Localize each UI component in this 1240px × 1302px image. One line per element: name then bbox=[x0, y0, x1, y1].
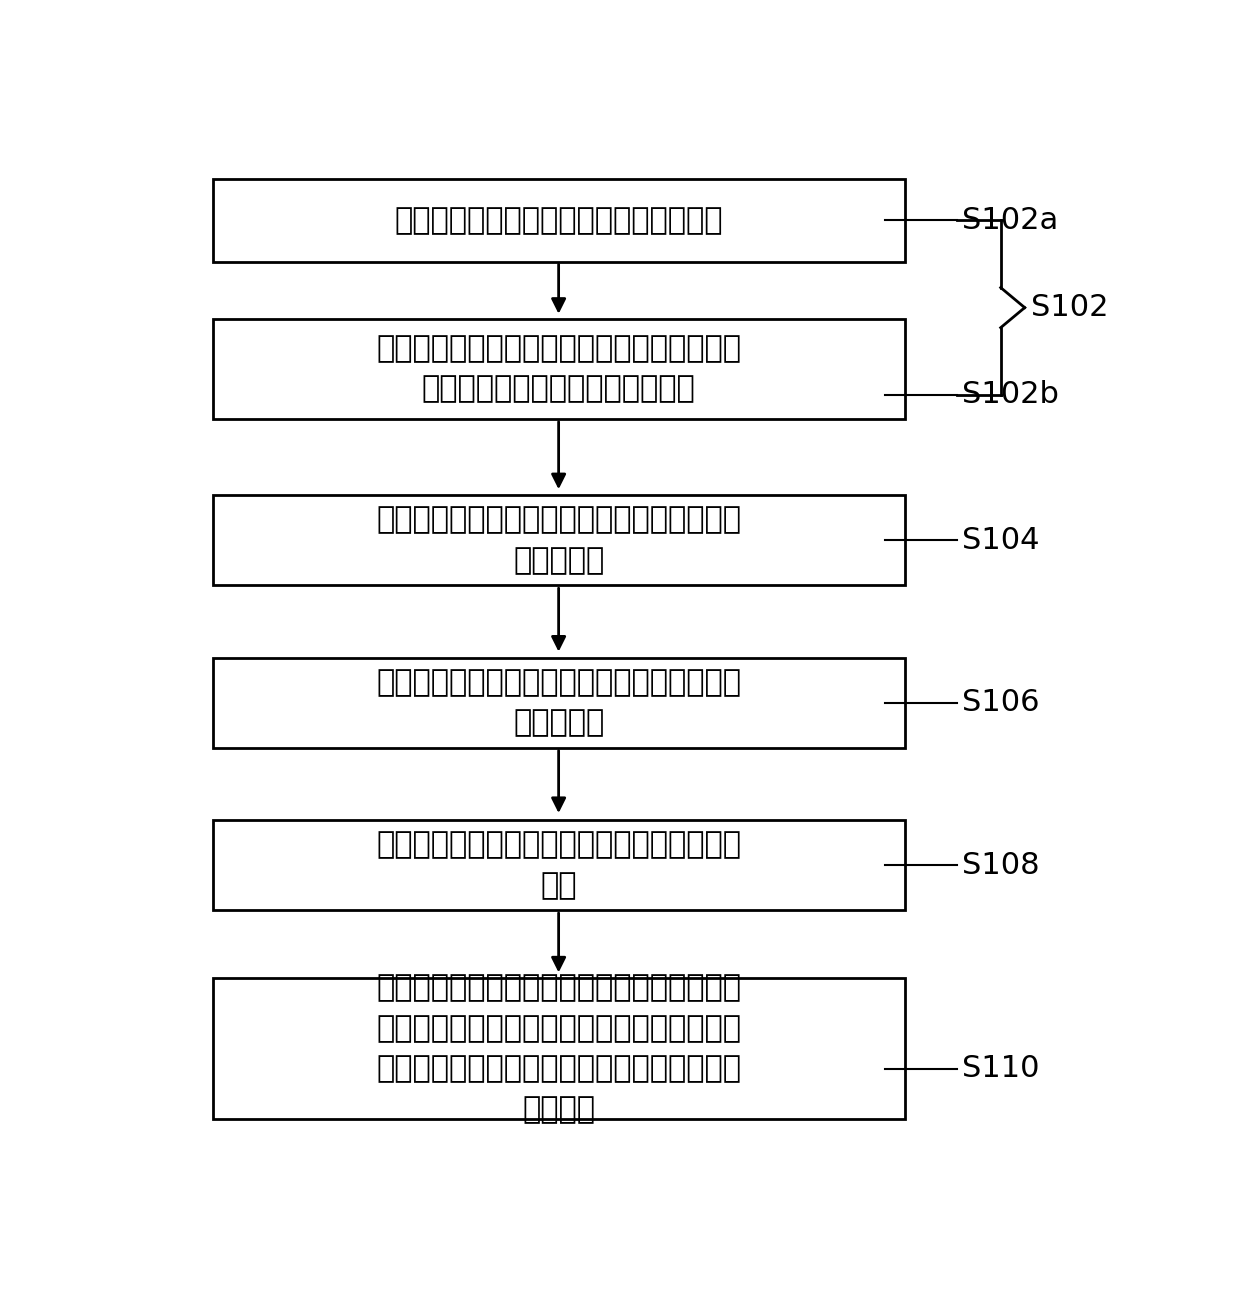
Text: 将固相扩散热处理后的硅镁合金粉末进行氧化
处理: 将固相扩散热处理后的硅镁合金粉末进行氧化 处理 bbox=[376, 831, 742, 900]
Text: S110: S110 bbox=[962, 1055, 1039, 1083]
FancyBboxPatch shape bbox=[213, 319, 905, 419]
Text: S104: S104 bbox=[962, 526, 1039, 555]
Text: S108: S108 bbox=[962, 850, 1040, 880]
Text: 将氧化处理之后的硅镁合金粉末进行酸洗去除
锡、铋和镁、在含碳有机物的介质中球磨以及
煅烧，得到表面含有碳导电层的微孔结构的泡
沫状硅粉: 将氧化处理之后的硅镁合金粉末进行酸洗去除 锡、铋和镁、在含碳有机物的介质中球磨以… bbox=[376, 974, 742, 1124]
Text: 将包覆有锡铋合金层的硅镁合金粉末进行固相
扩散热处理: 将包覆有锡铋合金层的硅镁合金粉末进行固相 扩散热处理 bbox=[376, 668, 742, 737]
Text: S102: S102 bbox=[1032, 293, 1109, 322]
Text: S102a: S102a bbox=[962, 206, 1059, 234]
FancyBboxPatch shape bbox=[213, 658, 905, 747]
Text: S106: S106 bbox=[962, 689, 1039, 717]
FancyBboxPatch shape bbox=[213, 978, 905, 1118]
Text: 将浇铸得到的硅镁合金锭在气氛保护下进行破
碎、过筛分级，获得硅镁合金粉末: 将浇铸得到的硅镁合金锭在气氛保护下进行破 碎、过筛分级，获得硅镁合金粉末 bbox=[376, 335, 742, 404]
FancyBboxPatch shape bbox=[213, 820, 905, 910]
FancyBboxPatch shape bbox=[213, 495, 905, 586]
Text: 采用中频真空冶炼技术，浇铸硅镁合金锭: 采用中频真空冶炼技术，浇铸硅镁合金锭 bbox=[394, 206, 723, 234]
Text: 在硅镁合金粉末的表面包覆熔点低于镁燃点的
锡铋合金层: 在硅镁合金粉末的表面包覆熔点低于镁燃点的 锡铋合金层 bbox=[376, 505, 742, 575]
Text: S102b: S102b bbox=[962, 380, 1059, 409]
FancyBboxPatch shape bbox=[213, 180, 905, 262]
